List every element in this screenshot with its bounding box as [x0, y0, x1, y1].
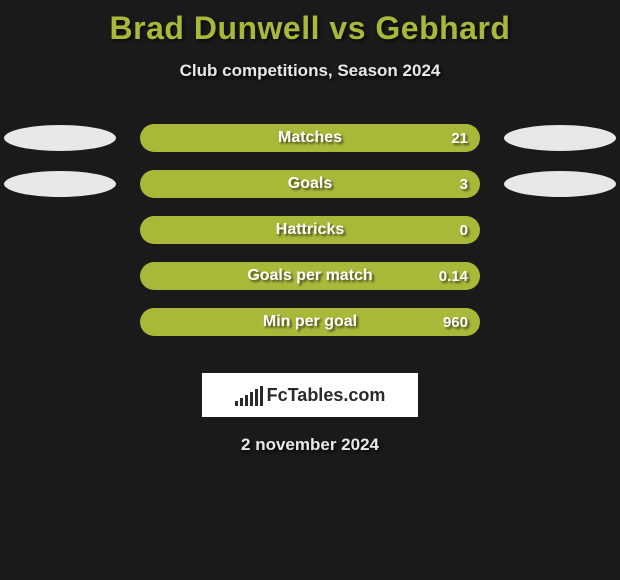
stat-value: 3 [460, 176, 468, 193]
stat-row: Matches 21 [0, 125, 620, 171]
logo-box: FcTables.com [202, 373, 418, 417]
stat-label: Matches [278, 129, 342, 147]
player-ellipse-left [4, 125, 116, 151]
stat-label: Min per goal [263, 313, 357, 331]
stat-label: Hattricks [276, 221, 344, 239]
stat-bar: Goals 3 [140, 170, 480, 198]
stat-row: Goals 3 [0, 171, 620, 217]
page-title: Brad Dunwell vs Gebhard [0, 0, 620, 47]
player-ellipse-right [504, 125, 616, 151]
stat-bar: Matches 21 [140, 124, 480, 152]
logo-bars-icon [235, 384, 263, 406]
player-ellipse-left [4, 171, 116, 197]
stat-value: 0.14 [439, 268, 468, 285]
logo-text: FcTables.com [267, 385, 386, 406]
stat-label: Goals per match [247, 267, 372, 285]
player-ellipse-right [504, 171, 616, 197]
subtitle: Club competitions, Season 2024 [0, 61, 620, 81]
stat-row: Hattricks 0 [0, 217, 620, 263]
stat-row: Goals per match 0.14 [0, 263, 620, 309]
stat-value: 21 [451, 130, 468, 147]
stat-bar: Min per goal 960 [140, 308, 480, 336]
stat-bar: Hattricks 0 [140, 216, 480, 244]
stat-bar: Goals per match 0.14 [140, 262, 480, 290]
stat-value: 0 [460, 222, 468, 239]
date-label: 2 november 2024 [0, 435, 620, 455]
stat-value: 960 [443, 314, 468, 331]
stat-rows: Matches 21 Goals 3 Hattricks 0 Goals per match… [0, 125, 620, 355]
stat-row: Min per goal 960 [0, 309, 620, 355]
stat-label: Goals [288, 175, 332, 193]
